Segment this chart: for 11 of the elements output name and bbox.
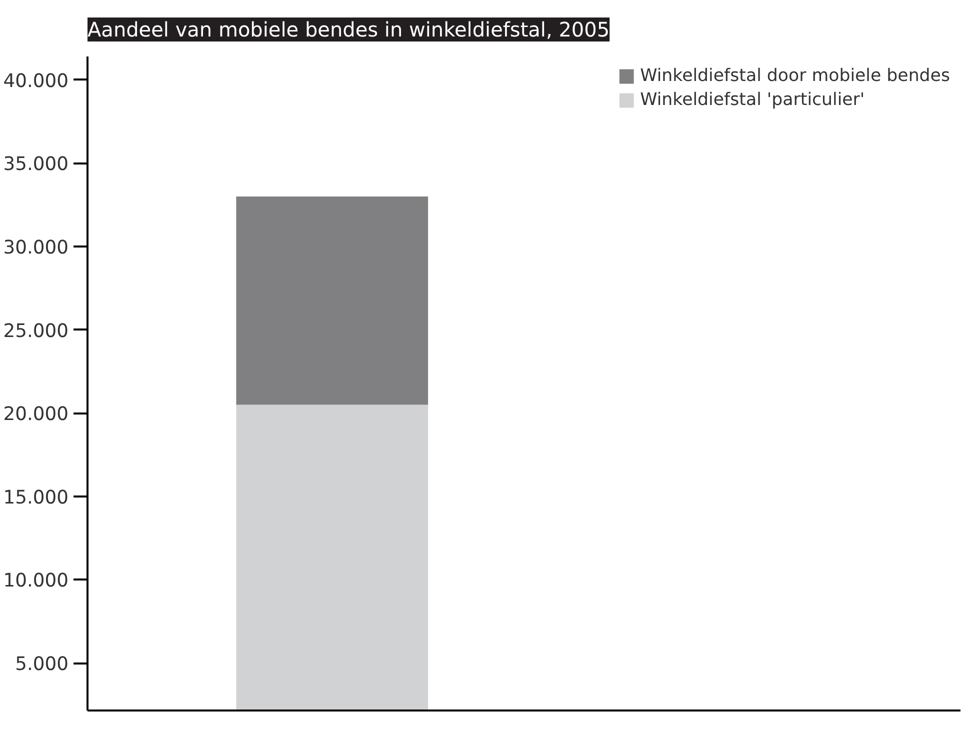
y-tick-label: 5.000 (15, 654, 69, 676)
y-tick-label: 40.000 (3, 70, 69, 92)
legend-label: Winkeldiefstal door mobiele bendes (640, 66, 950, 86)
y-tick-label: 10.000 (3, 570, 69, 592)
y-tick-label: 20.000 (3, 404, 69, 426)
y-tick-label: 25.000 (3, 320, 69, 342)
y-tick-label: 30.000 (3, 237, 69, 258)
chart-title: Aandeel van mobiele bendes in winkeldiefstal, 2005 (88, 18, 610, 42)
y-tick-label: 35.000 (3, 154, 69, 176)
y-tick-label: 15.000 (3, 487, 69, 508)
legend-label: Winkeldiefstal 'particulier' (640, 90, 865, 110)
